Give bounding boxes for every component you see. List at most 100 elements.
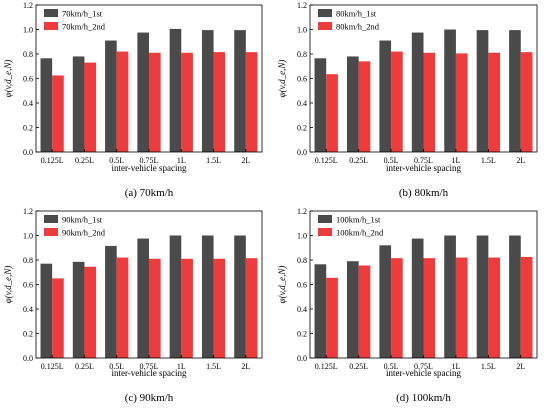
bar-first-0.25L (346, 261, 359, 358)
x-tick-label: 1.5L (206, 156, 221, 165)
bar-second-2L (520, 52, 533, 152)
bar-first-1.5L (201, 235, 214, 358)
y-tick-label: 1.2 (23, 207, 33, 216)
y-tick-label: 1.2 (297, 1, 307, 10)
bar-first-1L (169, 28, 182, 152)
bar-first-0.125L (314, 264, 327, 358)
bar-second-2L (520, 256, 533, 358)
bar-first-2L (509, 30, 521, 152)
y-axis-title: φ(v,d_e,N) (277, 266, 287, 304)
bar-first-0.5L (105, 245, 117, 358)
bar-first-0.25L (72, 261, 85, 358)
bar-first-2L (509, 235, 521, 358)
x-tick-label: 0.5L (384, 362, 399, 371)
bar-second-2L (245, 258, 258, 358)
x-tick-label: 0.75L (414, 156, 433, 165)
bar-second-0.25L (84, 62, 97, 152)
bar-second-1L (455, 53, 468, 152)
x-axis-title: inter-vehicle spacing (386, 163, 462, 173)
x-axis-title: inter-vehicle spacing (111, 163, 187, 173)
bar-second-1.5L (488, 257, 501, 358)
y-tick-label: 0.4 (23, 99, 33, 108)
x-tick-label: 0.25L (349, 362, 368, 371)
y-tick-label: 0.8 (297, 50, 307, 59)
bar-first-0.25L (346, 56, 359, 153)
legend-swatch-0 (44, 215, 58, 223)
bar-second-1.5L (488, 52, 501, 152)
bar-second-0.75L (423, 52, 436, 152)
x-tick-label: 0.5L (109, 362, 124, 371)
x-tick-label: 0.125L (315, 362, 338, 371)
x-tick-label: 2L (241, 156, 250, 165)
bar-second-0.125L (326, 277, 338, 358)
y-axis-title: φ(v,d_e,N) (277, 60, 287, 98)
x-tick-label: 1L (451, 156, 460, 165)
bar-second-2L (245, 52, 258, 152)
bar-first-0.75L (137, 32, 149, 153)
bar-first-1L (444, 235, 456, 358)
bar-first-1.5L (476, 30, 489, 152)
bar-second-0.25L (358, 61, 371, 152)
x-tick-label: 0.5L (109, 156, 124, 165)
bar-second-0.5L (391, 51, 403, 152)
bar-first-2L (234, 30, 246, 152)
y-tick-label: 1.0 (297, 232, 307, 241)
bar-second-1.5L (213, 258, 226, 358)
legend-swatch-1 (44, 228, 58, 236)
y-tick-label: 1.0 (23, 232, 33, 241)
bar-first-0.125L (40, 58, 53, 152)
bar-first-1.5L (201, 30, 214, 152)
y-tick-label: 0.2 (297, 124, 307, 133)
legend-swatch-1 (44, 22, 58, 30)
legend-label-1: 80km/h_2nd (336, 22, 380, 32)
y-tick-label: 0.2 (23, 330, 33, 339)
bar-second-0.5L (391, 258, 403, 358)
x-tick-label: 1.5L (481, 362, 496, 371)
bar-first-1.5L (476, 235, 489, 358)
chart-panel-2: 0.0 0.2 0.4 0.6 0.8 1.0 1.2 0.125L 0.25L 0.5L 0.75… (3, 207, 263, 404)
x-tick-label: 0.25L (349, 156, 368, 165)
legend-label-1: 70km/h_2nd (62, 22, 106, 32)
y-tick-label: 0.6 (297, 281, 307, 290)
legend-swatch-0 (318, 9, 332, 17)
chart-panel-3: 0.0 0.2 0.4 0.6 0.8 1.0 1.2 0.125L 0.25L 0.5L 0.75… (277, 207, 538, 404)
legend-swatch-0 (318, 215, 332, 223)
y-tick-label: 0.4 (297, 99, 307, 108)
x-tick-label: 1L (177, 156, 186, 165)
bar-second-0.125L (52, 278, 64, 359)
bar-second-0.75L (149, 258, 161, 358)
x-axis-title: inter-vehicle spacing (386, 368, 462, 378)
bar-second-1L (181, 52, 193, 152)
bar-first-1L (444, 29, 456, 152)
y-tick-label: 0.2 (23, 124, 33, 133)
panel-caption: (d) 100km/h (396, 392, 451, 404)
y-tick-label: 0.6 (23, 281, 33, 290)
bar-second-0.25L (84, 266, 97, 358)
bar-first-0.5L (379, 245, 392, 358)
bar-second-1L (455, 257, 468, 358)
bar-first-2L (234, 235, 246, 358)
legend-label-0: 80km/h_1st (336, 9, 377, 19)
bar-first-0.75L (137, 238, 149, 358)
legend-label-0: 90km/h_1st (62, 215, 103, 225)
y-tick-label: 0.8 (297, 256, 307, 265)
x-tick-label: 0.75L (140, 362, 159, 371)
bar-first-0.125L (314, 58, 327, 152)
y-tick-label: 1.0 (23, 26, 33, 35)
y-tick-label: 0.6 (297, 75, 307, 84)
bar-first-0.75L (411, 238, 424, 358)
bar-second-1.5L (213, 52, 226, 152)
x-tick-label: 2L (516, 156, 525, 165)
chart-panel-1: 0.0 0.2 0.4 0.6 0.8 1.0 1.2 0.125L 0.25L 0.5L 0.75… (277, 1, 538, 199)
y-tick-label: 0.0 (23, 354, 33, 363)
legend-label-1: 100km/h_2nd (336, 228, 384, 238)
bar-second-0.5L (116, 257, 129, 358)
y-tick-label: 0.8 (23, 50, 33, 59)
panel-caption: (a) 70km/h (125, 187, 174, 199)
panel-caption: (b) 80km/h (399, 187, 449, 199)
bar-second-0.125L (52, 75, 64, 152)
x-tick-label: 2L (241, 362, 250, 371)
x-tick-label: 0.25L (75, 156, 94, 165)
x-tick-label: 1.5L (206, 362, 221, 371)
